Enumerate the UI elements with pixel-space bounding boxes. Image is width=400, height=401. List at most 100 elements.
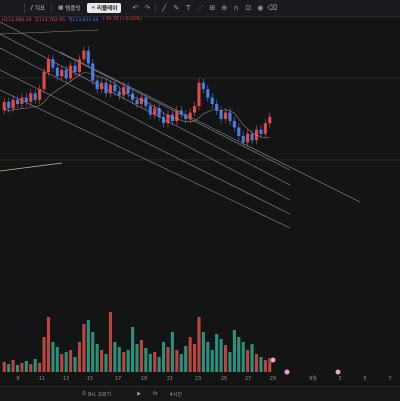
magnet-icon[interactable]: ∩ [233, 4, 239, 12]
volume-bar [15, 365, 20, 372]
fx-button[interactable]: fx [152, 391, 158, 397]
volume-bar [175, 350, 179, 372]
x-axis-label: 5 [363, 376, 366, 382]
ohlc-high: 고113,762.95 [34, 18, 66, 23]
price-chart[interactable]: 9 11 13 15 17 19 21 23 25 27 29 9월 3 5 7 [0, 0, 400, 386]
trash-icon[interactable]: ⌫ [267, 4, 278, 12]
candle-body [33, 93, 37, 100]
interval-selector[interactable]: 4시간 [169, 391, 183, 398]
candle-body [60, 69, 64, 77]
indicator-button[interactable]: ƒ 지표 [31, 5, 46, 12]
x-axis-label: 27 [245, 376, 251, 382]
measure-icon[interactable]: ⊕ [221, 4, 228, 12]
candle-body [108, 84, 112, 94]
candle-body [166, 114, 170, 124]
candle-body [139, 97, 143, 104]
timezone-selector[interactable]: ⏱ 9시 고르기 [82, 391, 112, 398]
volume-bar [170, 332, 174, 372]
volume-bar [117, 347, 121, 372]
volume-bar [206, 342, 210, 372]
candle-body [64, 69, 68, 79]
trendline-icon[interactable]: ╱ [162, 4, 167, 12]
candle-body [15, 99, 20, 104]
volume-bar [188, 337, 192, 372]
candle-body [246, 133, 250, 143]
candle-body [135, 99, 139, 104]
x-axis-label: 11 [39, 376, 45, 382]
volume-bar [108, 312, 112, 372]
candle-body [215, 104, 219, 111]
volume-bar [148, 354, 152, 372]
candle-body [210, 97, 214, 104]
volume-bar [64, 352, 68, 372]
volume-bar [29, 364, 33, 372]
volume-bar [38, 363, 42, 372]
volume-bar [237, 337, 241, 372]
candle-body [153, 108, 157, 115]
channel-line [0, 33, 291, 186]
volume-bar [197, 317, 201, 372]
replay-button[interactable]: « 리플레이 [87, 3, 122, 13]
grid-icon: ▦ [58, 5, 64, 11]
volume-bar [250, 344, 254, 372]
candle-body [148, 106, 152, 115]
candle-body [268, 116, 272, 124]
clock-icon: ⏱ [82, 391, 86, 397]
event-marker [335, 369, 341, 375]
candle-body [188, 112, 192, 119]
volume-bar [162, 342, 166, 372]
candle-body [117, 91, 121, 96]
event-marker [284, 369, 290, 375]
ohlc-change: +39.78 (+0.03%) [101, 17, 143, 22]
volume-bar [144, 348, 148, 372]
volume-bar [201, 332, 205, 372]
volume-bar [223, 345, 228, 372]
eye-icon[interactable]: ◉ [257, 4, 264, 12]
toolbar-divider [51, 3, 53, 13]
candle-body [91, 63, 95, 81]
event-marker [270, 357, 276, 363]
volume-bar [259, 357, 263, 372]
x-axis-label: 9월 [309, 375, 317, 382]
volume-bar [210, 350, 214, 372]
volume-bar [241, 342, 245, 372]
pattern-icon[interactable]: ⋰ [196, 4, 204, 12]
ohlc-readout: 시112,586.24 고113,762.95 저113,021.64 +39.… [0, 17, 142, 25]
candle-body [7, 101, 11, 109]
candle-body [113, 84, 117, 92]
volume-bar [228, 352, 232, 372]
chart-toolbar: ƒ 지표 ▦ 템플릿 « 리플레이 ↶ ↷ ╱ ✎ T ⋰ ⊞ ⊕ ∩ ⊡ ◉ … [0, 0, 400, 17]
candle-body [144, 97, 148, 107]
template-button[interactable]: ▦ 템플릿 [58, 5, 81, 12]
candle-body [82, 50, 86, 60]
candle-body [250, 133, 254, 141]
play-button[interactable]: ▶ [137, 391, 141, 397]
x-axis-label: 25 [221, 376, 227, 382]
candle-body [192, 106, 197, 113]
volume-bar [91, 332, 95, 372]
ruler-icon[interactable]: ⊞ [209, 4, 216, 12]
x-axis-label: 21 [167, 376, 173, 382]
volume-bar [77, 342, 82, 372]
x-axis-label: 29 [270, 376, 276, 382]
volume-bar [246, 350, 250, 372]
ref-segment [0, 162, 63, 172]
toolbar-divider [155, 3, 157, 13]
candle-body [241, 136, 245, 143]
candle-body [104, 82, 108, 94]
candle-body [162, 116, 166, 124]
lock-icon[interactable]: ⊡ [245, 4, 252, 12]
redo-icon[interactable]: ↷ [144, 4, 151, 12]
brush-icon[interactable]: ✎ [173, 4, 180, 12]
candle-body [201, 82, 205, 90]
candle-body [38, 89, 42, 100]
channel-line [0, 21, 291, 171]
candle-body [42, 72, 46, 90]
volume-bar [104, 354, 108, 372]
volume-bar [33, 359, 37, 372]
candle-body [73, 65, 77, 72]
text-icon[interactable]: T [186, 4, 191, 12]
undo-icon[interactable]: ↶ [132, 4, 139, 12]
volume-bar [179, 354, 183, 372]
candle-body [77, 59, 82, 72]
